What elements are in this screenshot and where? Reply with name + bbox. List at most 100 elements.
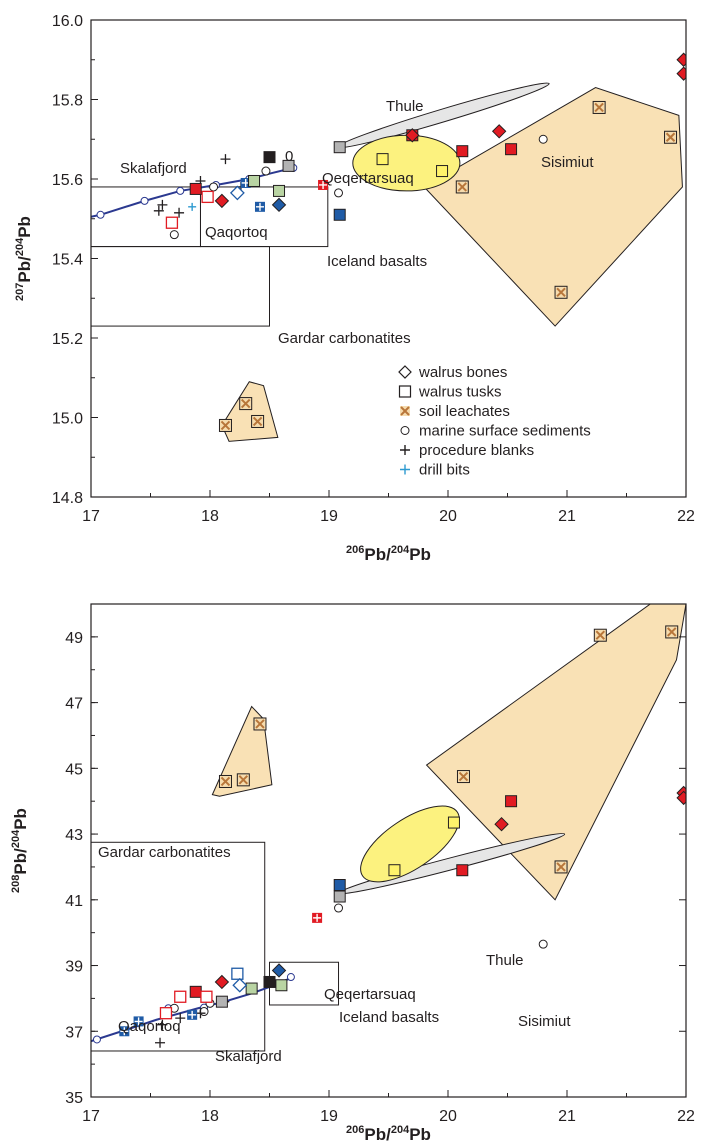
skalafjord-label: Skalafjord [120,160,187,177]
x-tick-label: 22 [677,508,695,525]
walrus-tusk-point [333,879,346,892]
walrus-tusk-point [189,985,202,998]
axis-sup: 206 [346,544,364,556]
walrus-tusk-point [248,174,261,187]
axis-sup: 207 [14,283,26,301]
x-tick-label: 20 [439,1108,457,1125]
legend-square [398,385,412,398]
soil-cross [595,630,606,640]
walrus-bone-point [676,790,686,806]
marine-sediment-point [209,182,219,192]
y-axis-title: 208Pb/204Pb [10,808,30,893]
walrus-tusk-point [215,995,228,1008]
axis-text: Pb/ [364,1125,391,1144]
legend-symbol-walrus_bones [398,365,412,379]
soil-cross [220,776,231,787]
x-tick-label: 19 [320,508,338,525]
soil-leachate-point [239,397,253,411]
drill-bit-point [133,1016,144,1027]
walrus-bone-point [214,974,230,990]
marine-sediment-point [538,134,548,144]
soil-cross [252,416,263,427]
walrus-tusk-point [200,990,213,1003]
axis-text: Pb/ [11,848,30,875]
axis-sup: 204 [14,237,26,256]
x-tick-label: 20 [439,508,457,525]
drill-bit-point [318,179,329,190]
legend-plus [400,445,410,455]
walrus-bone-point [214,193,230,209]
walrus-tusk-point [273,184,286,197]
qaqortoq-label: Qaqortoq [205,224,268,241]
iceland-label: Iceland basalts [339,1009,439,1026]
legend-label-soil_leachates: soil leachates [419,403,510,420]
axis-sup: 206 [346,1124,364,1136]
x-tick-label: 22 [677,1108,695,1125]
walrus-tusk-point [436,165,449,178]
drill-bit-point [187,1009,198,1020]
walrus-tusk-point [456,145,469,158]
x-tick-label: 21 [558,508,576,525]
walrus-tusk-point [263,975,276,988]
axis-text: Pb [409,545,431,564]
walrus-tusk-point [282,159,295,172]
drill-cross [188,202,197,211]
soil-leachate-point [218,418,232,432]
gardar-field [91,841,266,1052]
legend-diamond [398,365,412,379]
axis-text: Pb [409,1125,431,1144]
x-axis-title: 206Pb/204Pb [346,544,431,564]
sisimiut-field [425,604,686,901]
drill-cross [134,1017,143,1026]
walrus-bone-point [271,197,287,213]
y-tick-label: 35 [65,1090,83,1107]
walrus-tusk-point [447,816,460,829]
drill-cross [319,180,328,189]
walrus-tusk-point [189,182,202,195]
y-tick-label: 15.2 [52,331,83,348]
sisimiut-label: Sisimiut [518,1013,571,1030]
procedure-blank-point [220,154,231,165]
iceland-label: Iceland basalts [327,253,427,270]
walrus-tusk-point [159,1007,173,1020]
x-tick-label: 21 [558,1108,576,1125]
soil-cross [240,398,251,409]
walrus-tusk-point [333,141,346,154]
legend-label-procedure_blanks: procedure blanks [419,442,534,459]
walrus-bone-point [676,52,686,67]
axis-sup: 204 [391,544,410,556]
legend-label-marine_sediments: marine surface sediments [419,423,591,440]
axis-text: Pb [15,216,34,238]
walrus-bone-point [676,66,686,81]
x-tick-label: 17 [82,1108,100,1125]
marine-sediment-point [169,230,179,240]
legend-circle [400,426,410,435]
marine-sediment-point [334,903,344,913]
drill-bit-point [188,202,197,211]
soil-leachate-point [456,770,470,784]
walrus-tusk-point [376,153,389,166]
iceland-field [199,186,329,248]
soil-field [221,381,279,442]
qaqortoq-label: Qaqortoq [118,1018,181,1035]
drill-cross [255,202,264,211]
drill-bit-point [254,201,265,212]
y-tick-label: 15.4 [52,252,83,269]
legend-symbol-procedure_blanks [400,445,410,455]
soil-cross [556,287,566,297]
soil-cross [665,132,676,142]
gardar-label: Gardar carbonatites [98,844,231,861]
drill-cross [313,913,322,922]
x-tick-label: 18 [201,1108,219,1125]
walrus-tusk-point [388,864,401,877]
gardar-label: Gardar carbonatites [278,330,411,347]
axis-text: Pb [11,808,30,830]
skalafjord-label: Skalafjord [215,1048,282,1065]
soil-leachate-point [592,100,606,114]
walrus-tusk-point [275,979,288,992]
marine-sediment-point [261,166,271,176]
soil-cross [556,862,566,872]
legend-symbol-soil_leachates [400,406,410,416]
legend: walrus bones walrus tusks soil leachates ma… [398,364,591,479]
axis-text: Pb/ [364,545,391,564]
